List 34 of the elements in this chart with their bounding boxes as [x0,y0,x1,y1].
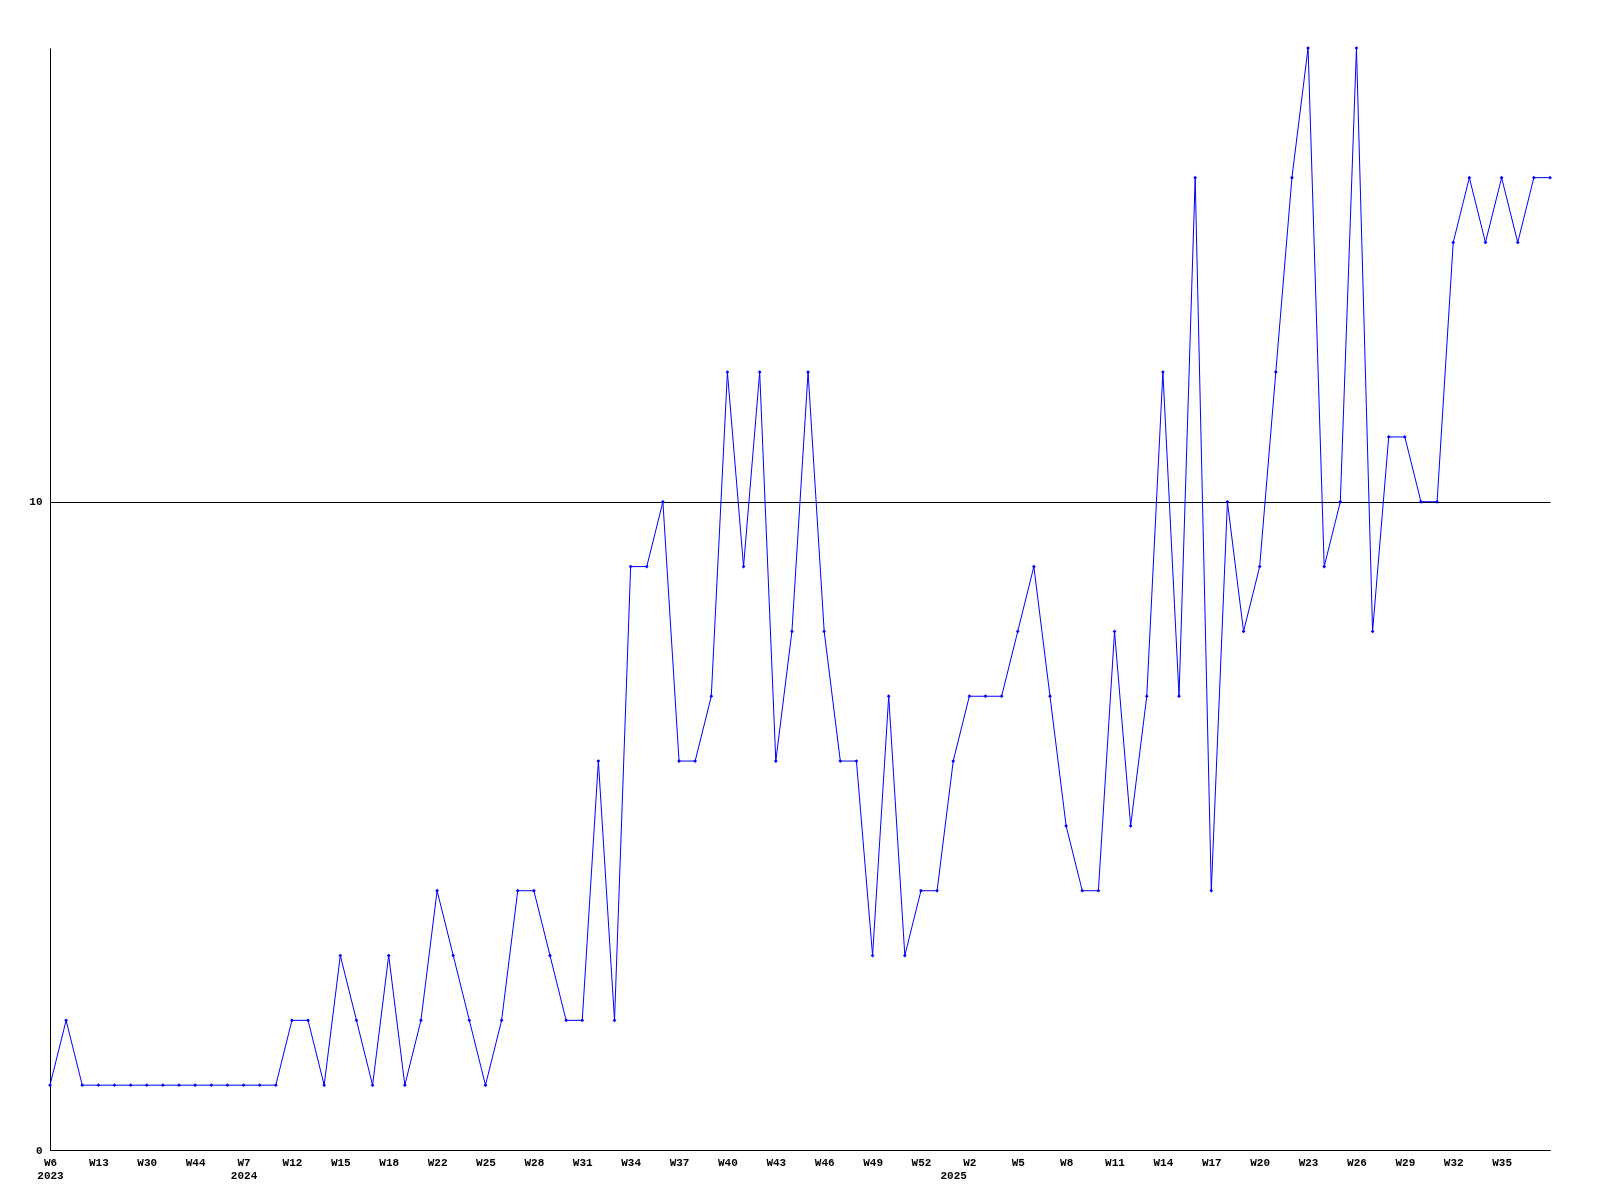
x-tick-label: W44 [185,1156,206,1169]
x-tick-label: W37 [669,1156,690,1169]
x-tick-label: W8 [1060,1156,1074,1169]
x-tick-label: W14 [1153,1156,1174,1169]
x-tick-label: W5 [1011,1156,1026,1169]
y-tick-label: 10 [29,496,43,509]
x-tick-label: W6 2023 [37,1156,65,1182]
x-tick-label: W17 [1201,1156,1222,1169]
y-tick-label: 0 [35,1144,43,1157]
x-tick-label: W23 [1298,1156,1319,1169]
x-tick-label: W46 [814,1156,835,1169]
x-tick-label: W22 [427,1156,448,1169]
x-tick-label: W49 [863,1156,883,1169]
x-tick-label: W25 [476,1156,497,1169]
x-tick-label: W15 [330,1156,352,1169]
x-tick-label: W34 [621,1156,642,1169]
x-tick-label: W2 [963,1156,977,1169]
x-tick-label: W7 2024 [230,1156,258,1182]
x-tick-label: W29 [1395,1156,1416,1169]
x-tick-label: W32 [1443,1156,1464,1169]
x-tick-label: W52 [911,1156,932,1169]
x-tick-label: W35 [1492,1156,1513,1169]
x-tick-label: W31 [572,1156,594,1169]
x-tick-label: W40 [718,1156,738,1169]
x-tick-label: W12 [282,1156,303,1169]
x-tick-label: W30 [137,1156,158,1169]
x-tick-label: W20 [1250,1156,1271,1169]
x-tick-label: 2025 [940,1169,968,1182]
x-tick-label: W43 [766,1156,787,1169]
x-tick-label: W28 [524,1156,545,1169]
x-tick-label: W13 [88,1156,110,1169]
x-tick-label: W11 [1105,1156,1126,1169]
x-tick-label: W26 [1347,1156,1367,1169]
x-tick-label: W18 [379,1156,400,1169]
